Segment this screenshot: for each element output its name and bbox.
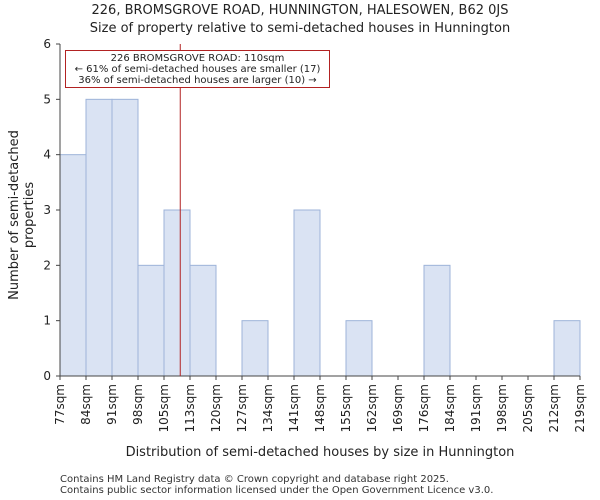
annotation-line-1: 226 BROMSGROVE ROAD: 110sqm bbox=[110, 53, 285, 64]
histogram-bar bbox=[345, 320, 373, 377]
x-tick-label: 176sqm bbox=[417, 384, 431, 432]
x-tick-label: 191sqm bbox=[469, 384, 483, 432]
x-tick-label: 148sqm bbox=[313, 384, 327, 432]
x-tick-label: 105sqm bbox=[157, 384, 171, 432]
chart-title-line1: 226, BROMSGROVE ROAD, HUNNINGTON, HALESO… bbox=[91, 3, 509, 18]
footer-copyright: Contains HM Land Registry data © Crown c… bbox=[60, 474, 449, 485]
histogram-bar bbox=[241, 320, 269, 377]
x-tick-label: 184sqm bbox=[443, 384, 457, 432]
chart-title-line2: Size of property relative to semi-detach… bbox=[89, 21, 511, 36]
footer-licence: Contains public sector information licen… bbox=[60, 485, 494, 496]
x-tick-label: 162sqm bbox=[365, 384, 379, 432]
property-annotation-box: 226 BROMSGROVE ROAD: 110sqm ← 61% of sem… bbox=[65, 50, 330, 88]
histogram-bar bbox=[137, 264, 165, 377]
histogram-bar bbox=[423, 264, 451, 377]
x-tick-label: 212sqm bbox=[547, 384, 561, 432]
histogram-bar bbox=[85, 98, 113, 377]
x-tick-label: 155sqm bbox=[339, 384, 353, 432]
x-tick-label: 219sqm bbox=[573, 384, 587, 432]
y-tick-label: 4 bbox=[43, 148, 51, 162]
histogram-bar bbox=[163, 209, 191, 377]
x-tick-label: 120sqm bbox=[209, 384, 223, 432]
x-tick-label: 127sqm bbox=[235, 384, 249, 432]
x-tick-label: 113sqm bbox=[183, 384, 197, 432]
x-tick-label: 91sqm bbox=[105, 384, 119, 425]
x-tick-label: 198sqm bbox=[495, 384, 509, 432]
histogram-bar bbox=[293, 209, 321, 377]
y-tick-label: 5 bbox=[43, 92, 51, 106]
x-tick-label: 98sqm bbox=[131, 384, 145, 425]
y-tick-label: 6 bbox=[43, 37, 51, 51]
histogram-bar bbox=[111, 98, 139, 377]
histogram-bar bbox=[189, 264, 217, 377]
x-tick-label: 77sqm bbox=[53, 384, 67, 425]
x-tick-label: 134sqm bbox=[261, 384, 275, 432]
y-tick-label: 0 bbox=[43, 369, 51, 383]
y-tick-label: 1 bbox=[43, 314, 51, 328]
x-tick-label: 84sqm bbox=[79, 384, 93, 425]
y-axis-label: Number of semi-detached properties bbox=[7, 130, 37, 300]
y-tick-label: 2 bbox=[43, 258, 51, 272]
histogram-bar bbox=[553, 320, 581, 377]
x-tick-label: 205sqm bbox=[521, 384, 535, 432]
x-tick-label: 169sqm bbox=[391, 384, 405, 432]
x-axis-label: Distribution of semi-detached houses by … bbox=[125, 445, 515, 460]
annotation-line-3: 36% of semi-detached houses are larger (… bbox=[78, 75, 317, 86]
y-tick-label: 3 bbox=[43, 203, 51, 217]
annotation-line-2: ← 61% of semi-detached houses are smalle… bbox=[74, 64, 321, 75]
x-tick-label: 141sqm bbox=[287, 384, 301, 432]
histogram-bar bbox=[59, 154, 87, 377]
